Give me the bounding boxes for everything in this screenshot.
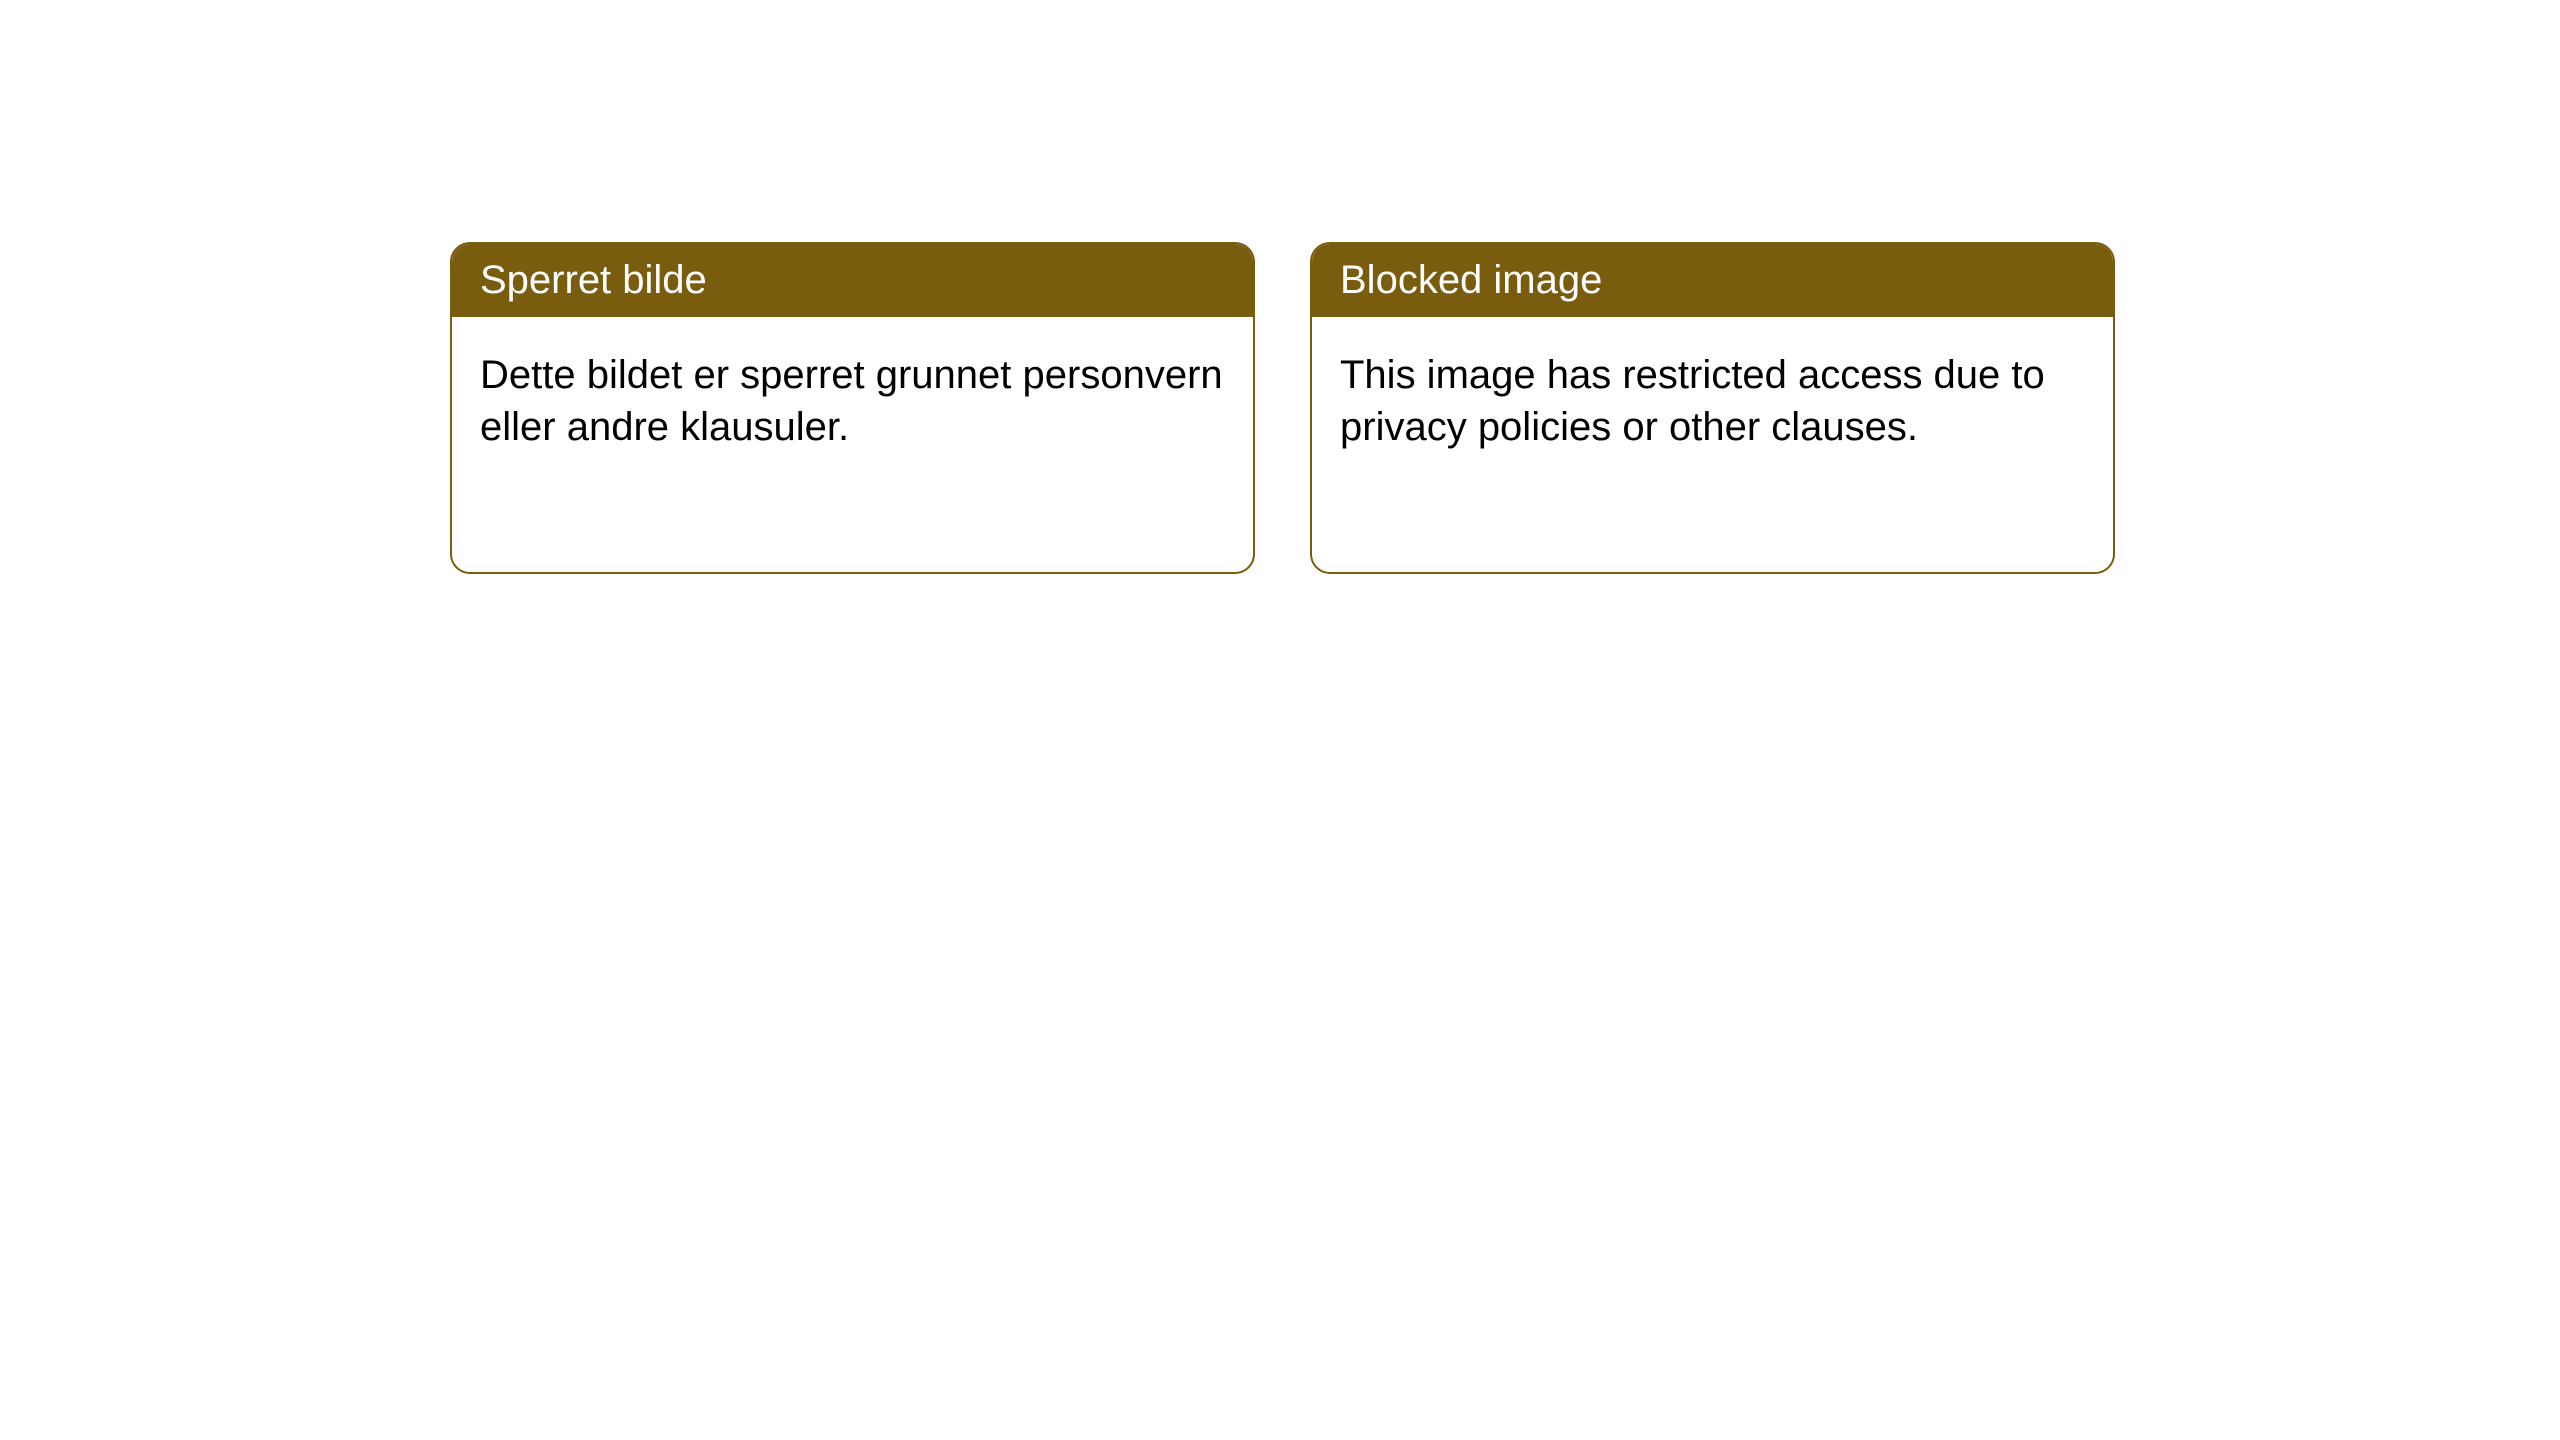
notice-body-text: This image has restricted access due to … (1340, 353, 2045, 449)
notice-body: This image has restricted access due to … (1312, 317, 2113, 485)
notice-container: Sperret bilde Dette bildet er sperret gr… (0, 0, 2560, 574)
notice-card-norwegian: Sperret bilde Dette bildet er sperret gr… (450, 242, 1255, 574)
notice-body: Dette bildet er sperret grunnet personve… (452, 317, 1253, 485)
notice-body-text: Dette bildet er sperret grunnet personve… (480, 353, 1223, 449)
notice-card-english: Blocked image This image has restricted … (1310, 242, 2115, 574)
notice-header: Blocked image (1312, 244, 2113, 317)
notice-title: Blocked image (1340, 258, 1602, 302)
notice-title: Sperret bilde (480, 258, 707, 302)
notice-header: Sperret bilde (452, 244, 1253, 317)
